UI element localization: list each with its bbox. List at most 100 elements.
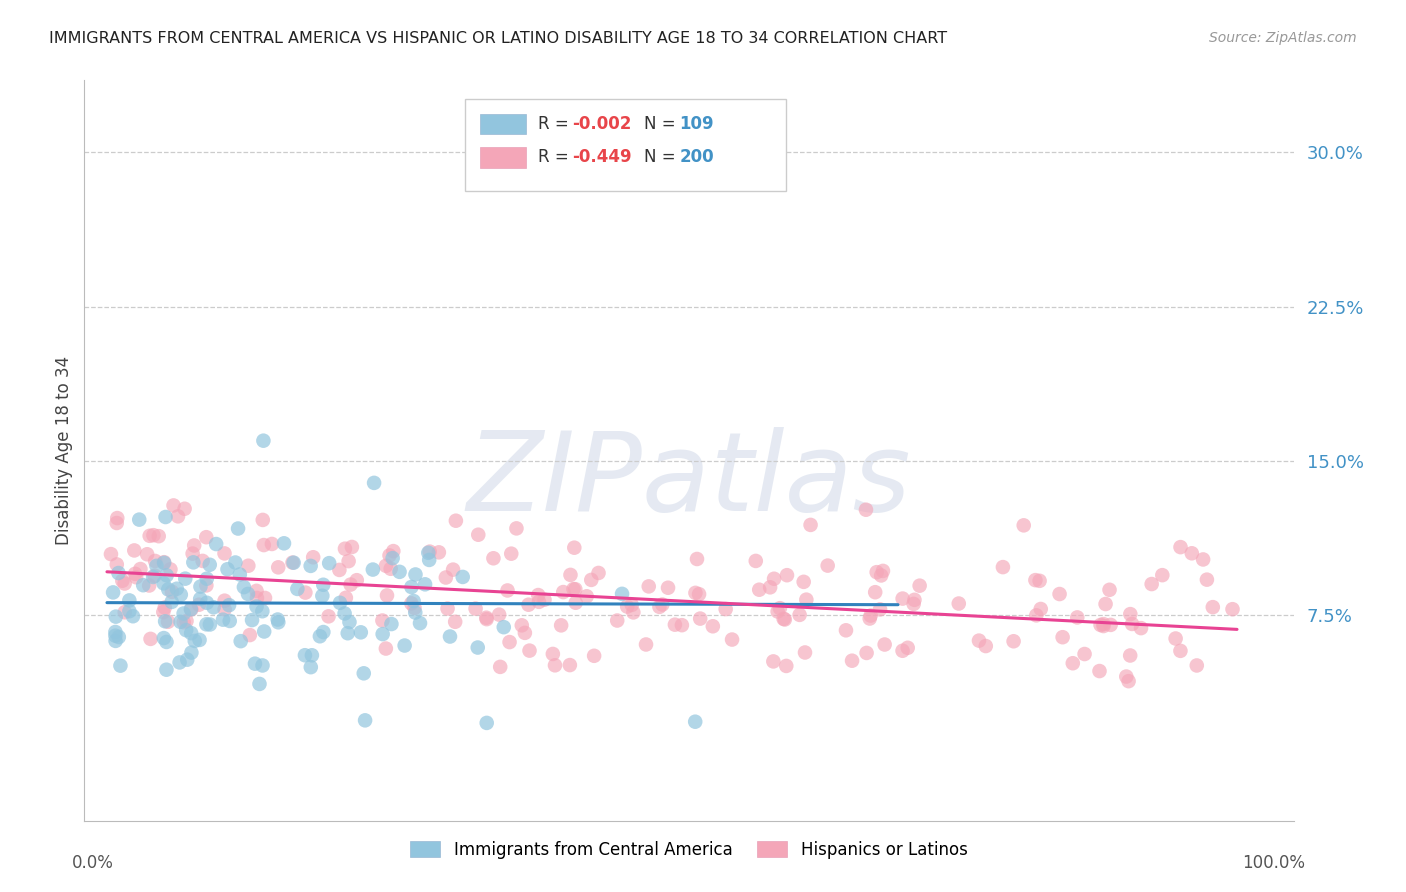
Point bbox=[436, 601, 458, 615]
Point bbox=[451, 570, 474, 584]
Point bbox=[606, 614, 628, 628]
Point bbox=[873, 638, 896, 652]
Point bbox=[205, 537, 228, 551]
Point bbox=[238, 558, 260, 573]
Point bbox=[533, 592, 555, 607]
Point bbox=[859, 611, 882, 625]
Point bbox=[776, 568, 799, 582]
Point bbox=[229, 567, 252, 582]
Point bbox=[1092, 619, 1115, 633]
Point bbox=[181, 547, 204, 561]
Point bbox=[142, 570, 165, 584]
Point bbox=[1119, 607, 1142, 621]
Point bbox=[173, 501, 195, 516]
Point bbox=[467, 640, 489, 655]
Point bbox=[212, 613, 235, 627]
Point bbox=[104, 609, 127, 624]
Point bbox=[155, 635, 177, 649]
Point bbox=[382, 544, 405, 558]
Point bbox=[180, 646, 202, 660]
Point bbox=[550, 618, 572, 632]
Point bbox=[202, 600, 225, 615]
Point bbox=[418, 553, 440, 567]
Point bbox=[340, 540, 363, 554]
Point bbox=[153, 556, 176, 570]
Point bbox=[775, 659, 797, 673]
Point bbox=[405, 567, 427, 582]
Point bbox=[773, 612, 796, 626]
Point bbox=[903, 592, 925, 607]
Point bbox=[328, 563, 350, 577]
Point bbox=[897, 640, 920, 655]
Point bbox=[496, 583, 519, 598]
Point bbox=[1164, 632, 1187, 646]
Point bbox=[195, 596, 218, 610]
Point bbox=[745, 554, 768, 568]
Point bbox=[444, 514, 467, 528]
Point bbox=[763, 572, 786, 586]
Point bbox=[105, 511, 128, 525]
Point bbox=[195, 617, 218, 632]
Point bbox=[689, 611, 711, 625]
Point bbox=[1202, 600, 1225, 615]
Point bbox=[267, 615, 290, 630]
Point bbox=[1062, 657, 1084, 671]
Point bbox=[404, 600, 426, 615]
Point bbox=[974, 639, 997, 653]
Point bbox=[214, 546, 236, 560]
Point bbox=[226, 522, 249, 536]
Point bbox=[229, 634, 252, 648]
Point bbox=[1029, 602, 1052, 616]
Point bbox=[1185, 658, 1208, 673]
Point bbox=[240, 613, 263, 627]
Point bbox=[253, 591, 276, 605]
Point bbox=[657, 581, 679, 595]
Point bbox=[337, 554, 360, 568]
Text: 109: 109 bbox=[679, 115, 714, 133]
Point bbox=[1121, 616, 1143, 631]
Point bbox=[891, 591, 914, 606]
Point bbox=[1028, 574, 1050, 588]
Point bbox=[159, 562, 181, 576]
Point bbox=[527, 588, 550, 602]
Point bbox=[128, 513, 150, 527]
Point bbox=[118, 604, 141, 618]
Point bbox=[124, 566, 146, 581]
Point bbox=[198, 558, 221, 572]
Point bbox=[184, 634, 207, 648]
Point bbox=[299, 660, 322, 674]
Point bbox=[769, 601, 792, 615]
Point bbox=[413, 577, 436, 591]
Point bbox=[1170, 540, 1192, 554]
Point bbox=[541, 647, 564, 661]
Point bbox=[610, 587, 633, 601]
Point bbox=[176, 653, 198, 667]
Point bbox=[114, 605, 136, 619]
Point bbox=[190, 580, 212, 594]
Point bbox=[138, 529, 160, 543]
Point bbox=[174, 572, 197, 586]
Point bbox=[564, 582, 586, 597]
Point bbox=[249, 677, 271, 691]
Point bbox=[553, 585, 575, 599]
Point bbox=[173, 607, 195, 621]
Point bbox=[409, 616, 432, 631]
Point bbox=[1170, 644, 1192, 658]
Point bbox=[464, 601, 486, 615]
Point bbox=[312, 625, 335, 640]
Point bbox=[517, 598, 540, 612]
Text: R =: R = bbox=[538, 115, 574, 133]
Point bbox=[1066, 610, 1088, 624]
Point bbox=[333, 541, 356, 556]
Point bbox=[621, 606, 644, 620]
Point bbox=[170, 588, 193, 602]
Point bbox=[157, 582, 180, 597]
Point bbox=[794, 645, 817, 659]
Point bbox=[153, 600, 176, 615]
Point bbox=[180, 626, 202, 640]
Point bbox=[143, 554, 166, 568]
Point bbox=[104, 629, 127, 643]
Point bbox=[252, 434, 274, 448]
Point bbox=[793, 574, 815, 589]
Point bbox=[214, 602, 236, 616]
